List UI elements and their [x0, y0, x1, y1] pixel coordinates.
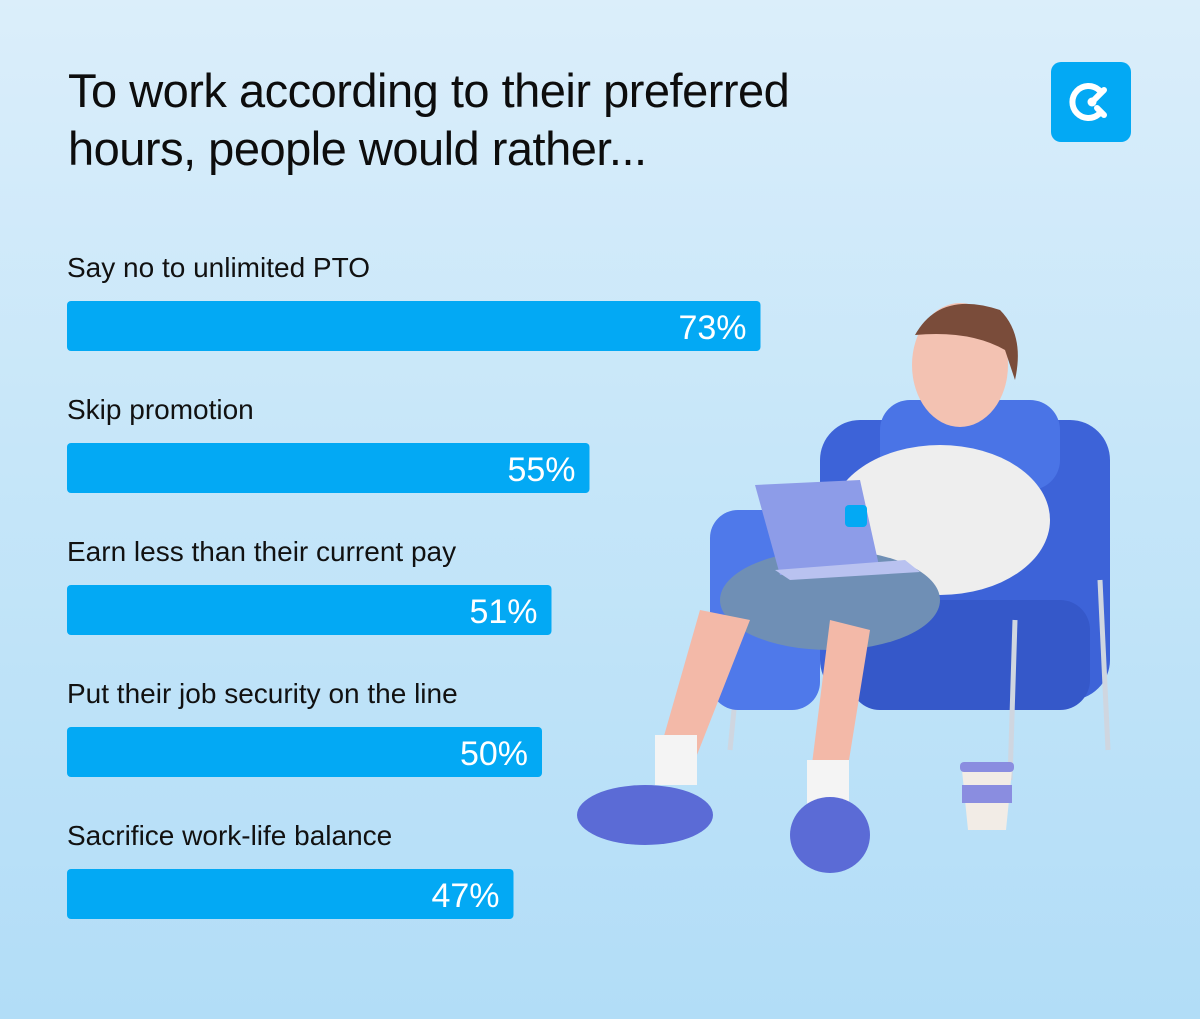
- value-label: 47%: [431, 877, 499, 915]
- bar: [67, 869, 514, 919]
- category-label: Sacrifice work-life balance: [67, 820, 392, 851]
- value-label: 73%: [678, 309, 746, 347]
- chart-title: To work according to their preferred hou…: [68, 62, 968, 178]
- category-label: Skip promotion: [67, 394, 254, 425]
- value-label: 55%: [507, 451, 575, 489]
- category-label: Say no to unlimited PTO: [67, 252, 370, 283]
- value-label: 51%: [469, 593, 537, 631]
- category-label: Earn less than their current pay: [67, 536, 456, 567]
- bar: [67, 443, 590, 493]
- clockify-logo-icon: [1051, 62, 1131, 142]
- value-label: 50%: [460, 735, 528, 773]
- title-line-1: To work according to their preferred: [68, 64, 790, 117]
- category-label: Put their job security on the line: [67, 678, 458, 709]
- bar: [67, 301, 761, 351]
- bar: [67, 585, 552, 635]
- man-in-armchair-illustration: [577, 303, 1111, 873]
- bar: [67, 727, 542, 777]
- title-line-2: hours, people would rather...: [68, 122, 647, 175]
